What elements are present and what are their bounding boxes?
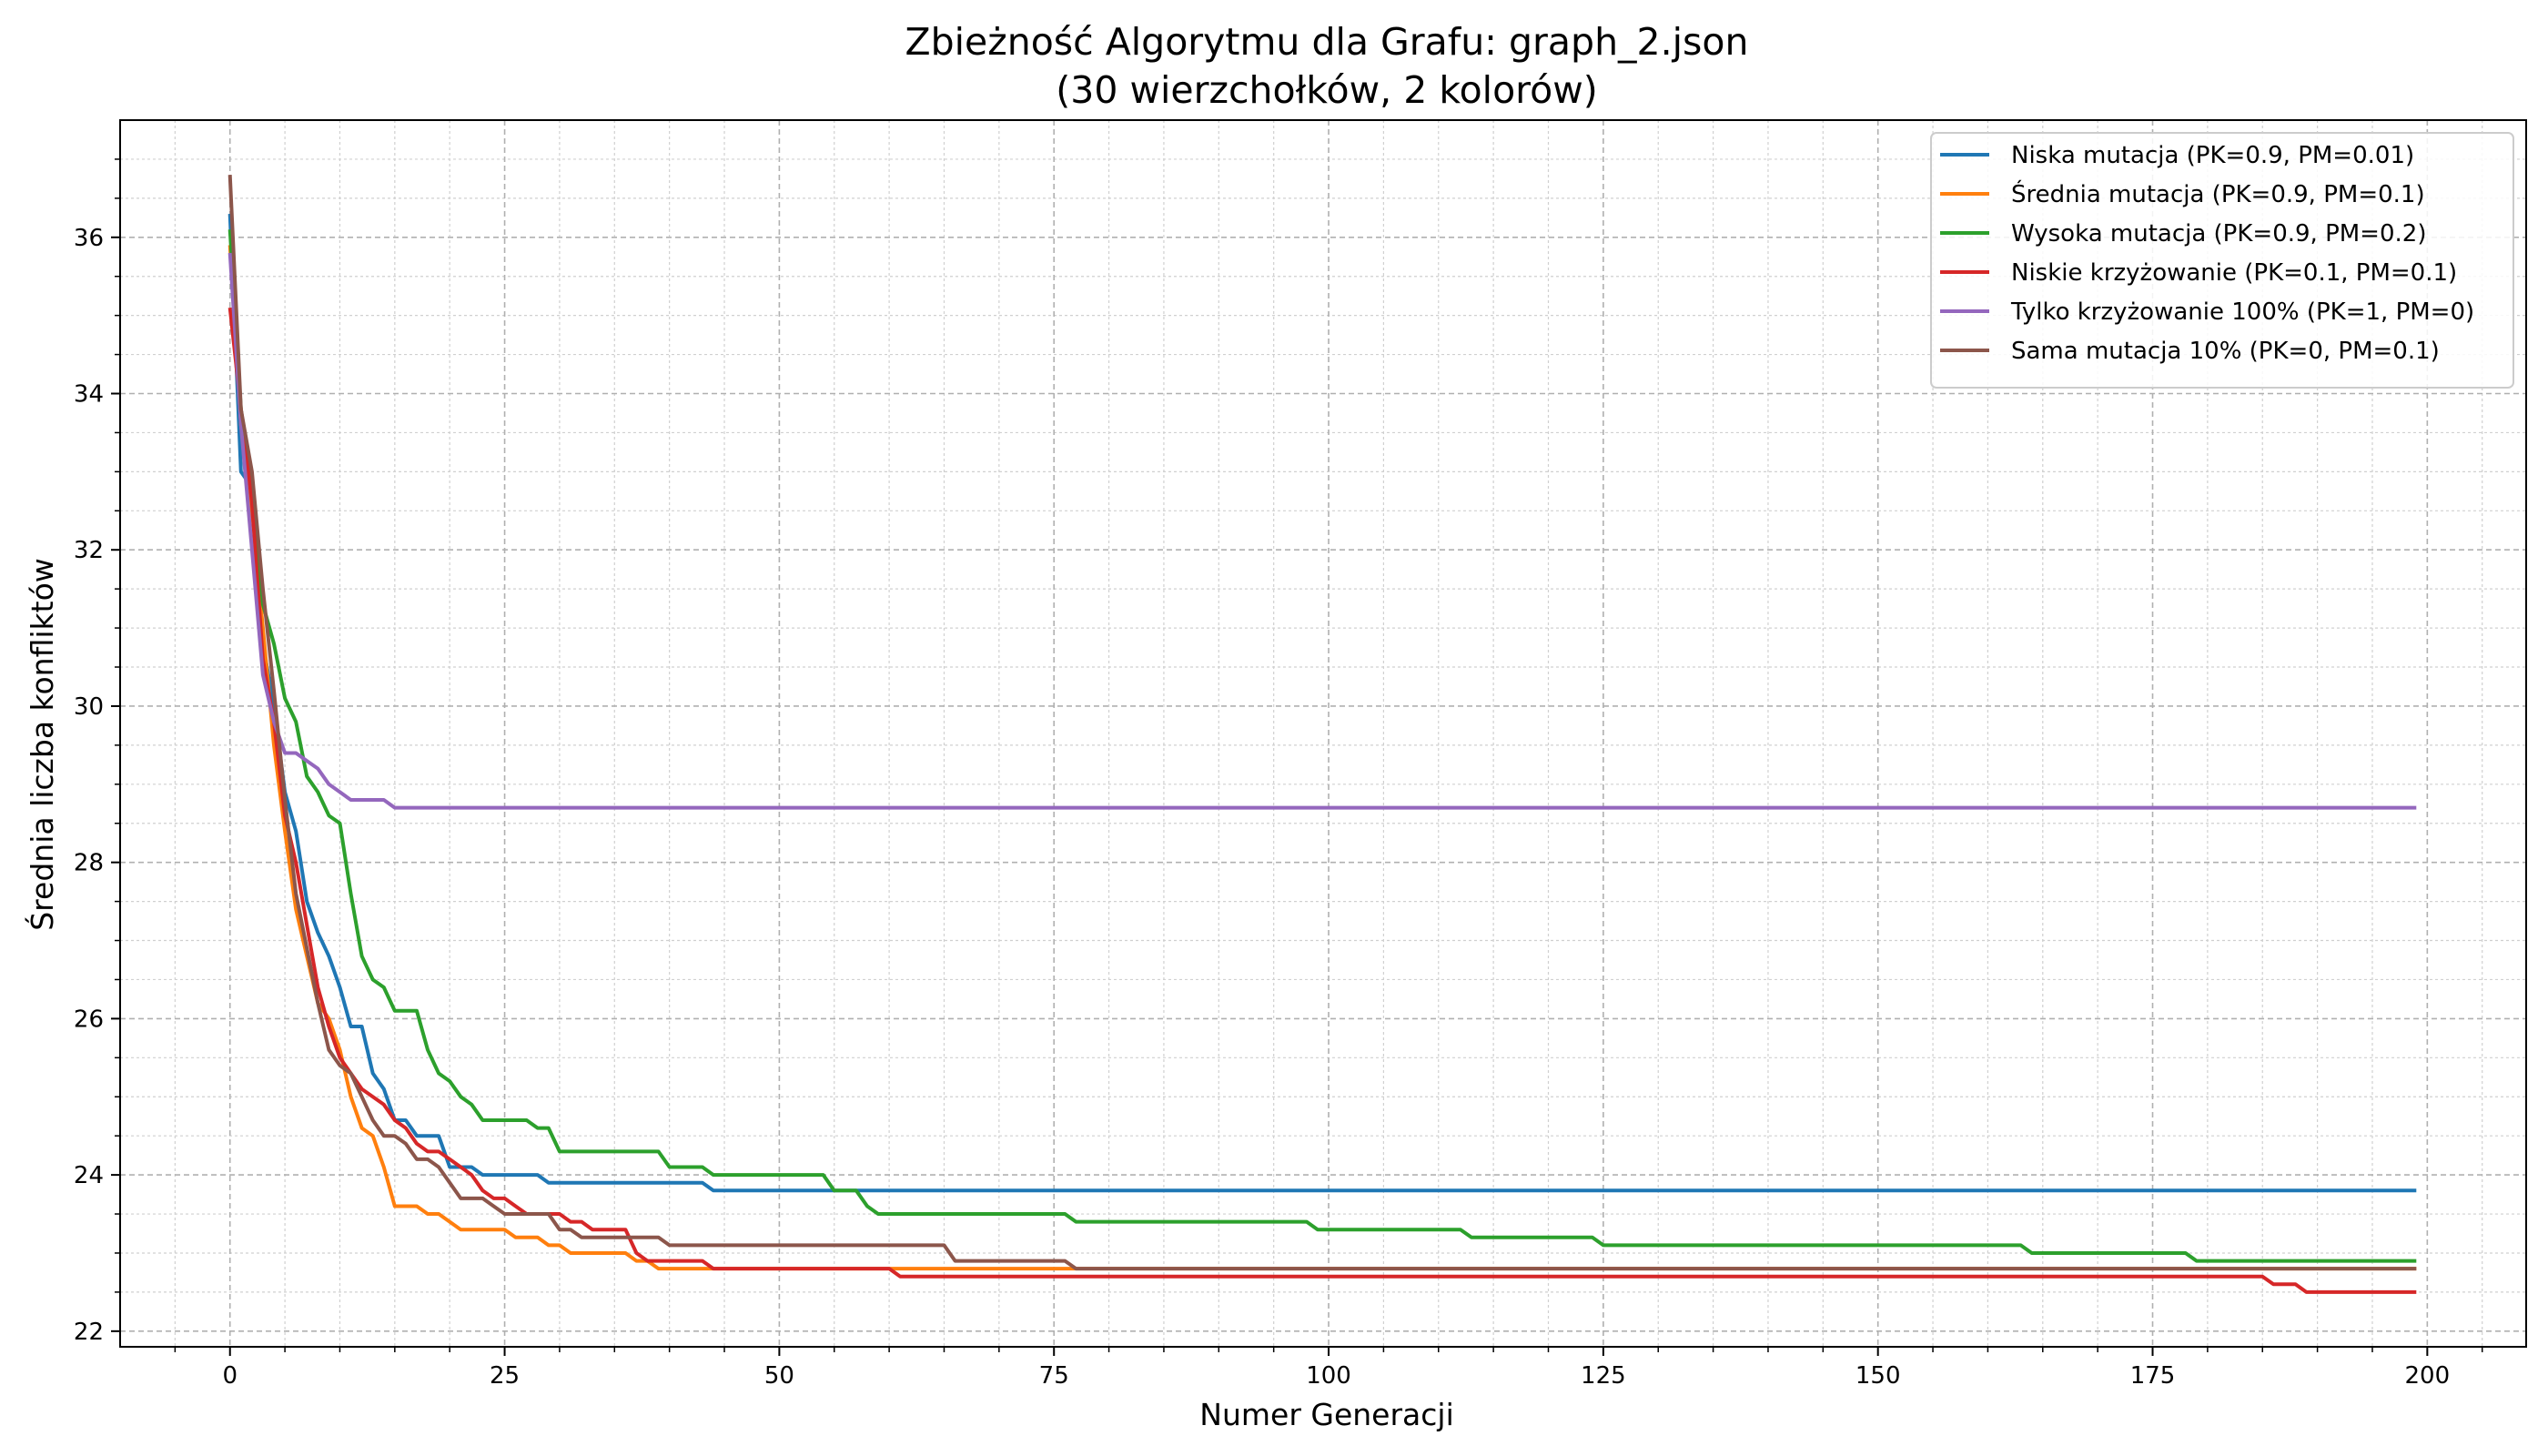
series-line-5: [228, 252, 2417, 810]
legend-label: Sama mutacja 10% (PK=0, PM=0.1): [2011, 338, 2440, 365]
plot-area-frame: [119, 119, 2527, 1348]
legend: Niska mutacja (PK=0.9, PM=0.01) Średnia m…: [1930, 132, 2514, 389]
series-line-4: [228, 307, 2417, 1294]
legend-label: Niskie krzyżowanie (PK=0.1, PM=0.1): [2011, 259, 2457, 287]
y-axis-ticks: 22 24 26 28 30 32 34 36: [74, 158, 120, 1346]
legend-label: Średnia mutacja (PK=0.9, PM=0.1): [2011, 179, 2425, 208]
series-layer: [228, 175, 2417, 1294]
y-tick-label: 30: [74, 693, 104, 721]
y-tick-label: 34: [74, 381, 104, 409]
y-tick-label: 36: [74, 225, 104, 252]
x-tick-label: 75: [1039, 1362, 1069, 1390]
x-tick-label: 200: [2405, 1362, 2451, 1390]
legend-label: Tylko krzyżowanie 100% (PK=1, PM=0): [2010, 298, 2474, 326]
legend-label: Wysoka mutacja (PK=0.9, PM=0.2): [2011, 220, 2426, 248]
y-tick-label: 32: [74, 537, 104, 564]
chart-subtitle: (30 wierzchołków, 2 kolorów): [1056, 68, 1597, 112]
x-tick-label: 50: [764, 1362, 794, 1390]
y-tick-label: 26: [74, 1006, 104, 1033]
y-tick-label: 22: [74, 1319, 104, 1346]
y-tick-label: 28: [74, 850, 104, 877]
series-line-6: [228, 175, 2417, 1271]
y-axis-label: Średnia liczba konfliktów: [24, 558, 60, 931]
x-tick-label: 0: [222, 1362, 238, 1390]
chart-title: Zbieżność Algorytmu dla Grafu: graph_2.j…: [905, 20, 1748, 64]
x-tick-label: 150: [1855, 1362, 1901, 1390]
x-tick-label: 100: [1306, 1362, 1351, 1390]
x-tick-label: 25: [490, 1362, 520, 1390]
x-axis-label: Numer Generacji: [1199, 1397, 1453, 1432]
x-tick-label: 125: [1581, 1362, 1626, 1390]
x-axis-ticks: 0 25 50 75 100 125 150 175 200: [174, 1347, 2483, 1390]
legend-label: Niska mutacja (PK=0.9, PM=0.01): [2011, 142, 2414, 169]
legend-box: [1930, 132, 2514, 389]
series-line-3: [228, 229, 2417, 1263]
x-tick-label: 175: [2130, 1362, 2176, 1390]
y-tick-label: 24: [74, 1162, 104, 1189]
series-line-2: [228, 245, 2417, 1271]
